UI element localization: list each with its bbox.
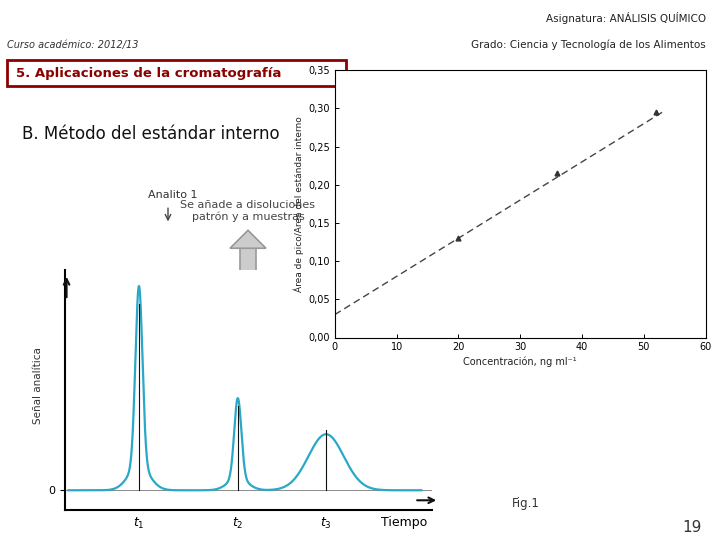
X-axis label: Concentración, ng ml⁻¹: Concentración, ng ml⁻¹ [464, 356, 577, 367]
Text: B. Método del estándar interno: B. Método del estándar interno [22, 125, 279, 143]
Text: Asignatura: ANÁLISIS QUÍMICO: Asignatura: ANÁLISIS QUÍMICO [546, 12, 706, 24]
Text: Estándar
interno: Estándar interno [199, 282, 261, 310]
Text: 5. Aplicaciones de la cromatografía: 5. Aplicaciones de la cromatografía [16, 67, 281, 80]
Text: Fig.1: Fig.1 [512, 497, 539, 510]
Text: Señal analítica: Señal analítica [33, 347, 43, 423]
Text: Se añade a disoluciones
patrón y a muestras: Se añade a disoluciones patrón y a muest… [181, 200, 315, 222]
Text: $t_1$: $t_1$ [133, 516, 145, 531]
Text: $t_2$: $t_2$ [232, 516, 243, 531]
Text: 19: 19 [683, 519, 702, 535]
Text: Tiempo: Tiempo [381, 516, 427, 529]
Bar [240, 248, 256, 282]
Text: $t_3$: $t_3$ [320, 516, 332, 531]
Y-axis label: Área de pico/Area del estándar interno: Área de pico/Area del estándar interno [294, 116, 304, 292]
Polygon shape [230, 230, 266, 248]
Text: Curso académico: 2012/13: Curso académico: 2012/13 [7, 40, 139, 50]
Text: Analito 2: Analito 2 [385, 305, 435, 315]
Text: Analito 1: Analito 1 [148, 190, 197, 200]
Text: Grado: Ciencia y Tecnología de los Alimentos: Grado: Ciencia y Tecnología de los Alime… [471, 40, 706, 50]
